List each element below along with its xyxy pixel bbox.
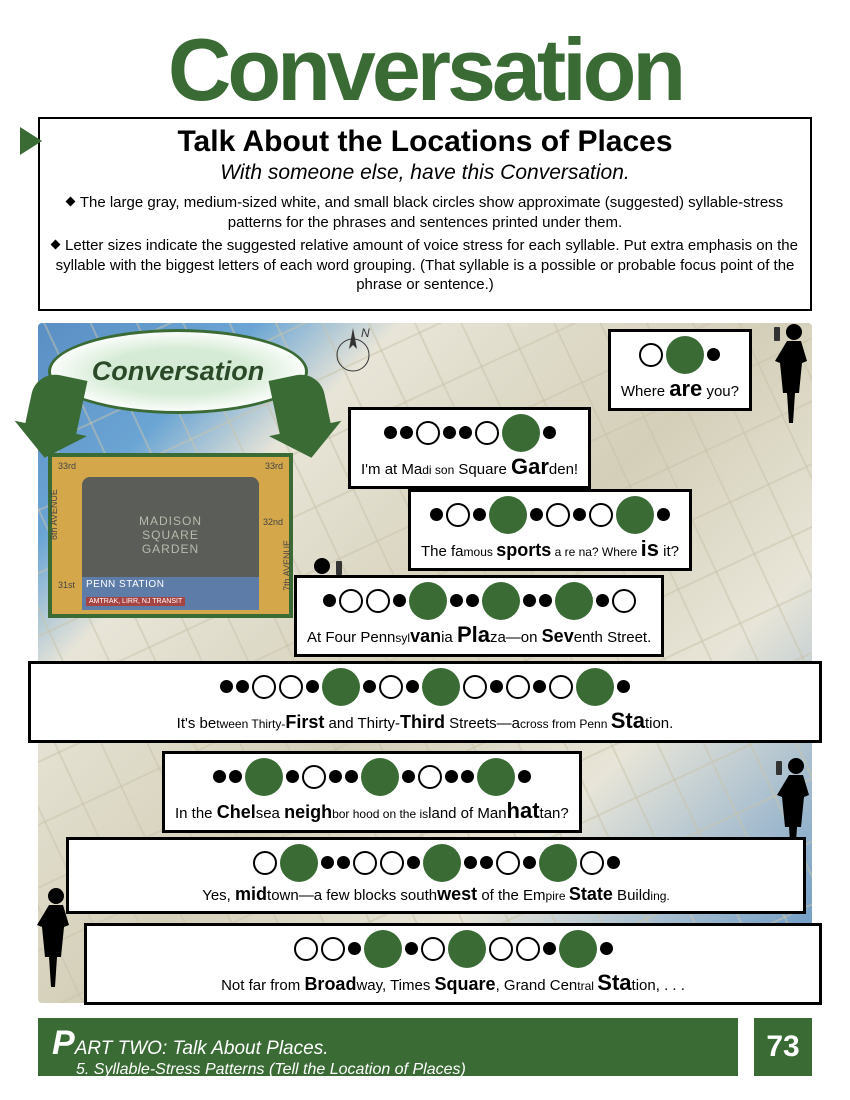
footer: PART TWO: Talk About Places. 5. Syllable… (38, 1018, 812, 1076)
play-icon (20, 127, 42, 155)
instruction: With someone else, have this Conversatio… (50, 161, 800, 185)
person-silhouette-icon (768, 319, 820, 429)
bubble-7: Yes, midtown—a few blocks southwest of t… (66, 837, 806, 914)
bubble-8: Not far from Broadway, Times Square, Gra… (84, 923, 822, 1005)
bubble-1: Where are you? (608, 329, 752, 411)
compass-icon: N (328, 325, 378, 375)
bubble-3: The famous sports a re na? Where is it? (408, 489, 692, 571)
map-background: Conversation N 33rd 33rd 32nd 31st 8th A… (38, 323, 812, 1003)
header-box: Talk About the Locations of Places With … (38, 117, 812, 311)
msg-label: MADISON SQUARE GARDEN (139, 514, 202, 557)
madison-square-garden-map: 33rd 33rd 32nd 31st 8th AVENUE 7th AVENU… (48, 453, 293, 618)
subtitle: Talk About the Locations of Places (50, 125, 800, 159)
svg-text:N: N (361, 326, 370, 340)
bubble-4: At Four Pennsylvania Plaza—on Seventh St… (294, 575, 664, 657)
page-number: 73 (754, 1018, 812, 1076)
bubble-2: I'm at Madi son Square Garden! (348, 407, 591, 489)
bubble-5: It's between Thirty-First and Thirty-Thi… (28, 661, 822, 743)
bullets: The large gray, medium-sized white, and … (50, 193, 800, 295)
bubble-6: In the Chelsea neighbor hood on the isla… (162, 751, 582, 833)
conversation-oval: Conversation (48, 329, 308, 414)
page-title: Conversation (38, 30, 812, 109)
